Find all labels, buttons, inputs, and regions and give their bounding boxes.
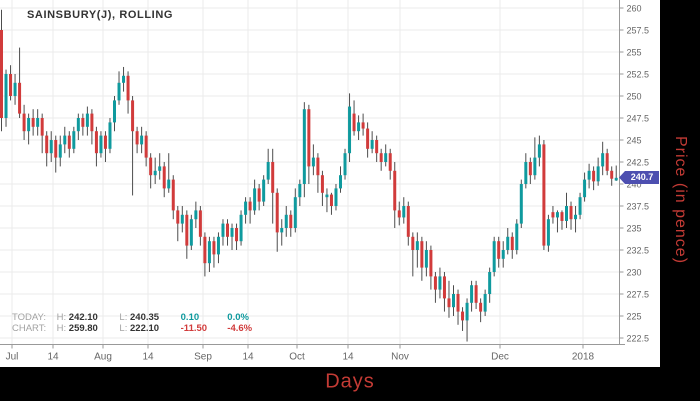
y-tick-label: 227.5	[627, 290, 650, 300]
y-tick-label: 237.5	[627, 202, 650, 212]
today-change-pct: 0.0%	[227, 312, 249, 323]
y-tick-label: 257.5	[627, 26, 650, 36]
y-tick-label: 247.5	[627, 114, 650, 124]
y-tick-label: 242.5	[627, 158, 650, 168]
y-tick-label: 230	[627, 268, 642, 278]
chart-high-value: 259.80	[68, 323, 98, 334]
today-high-key: H:	[56, 312, 67, 323]
chart-canvas: 260 257.5 255 252.5 250 247.5 245 242.5 240 237.5…	[0, 0, 660, 367]
x-axis-title: Days	[325, 370, 375, 393]
chart-high-key: H:	[56, 323, 67, 334]
y-tick-label: 250	[627, 92, 642, 102]
today-low-key: L:	[119, 312, 128, 323]
y-tick-label: 240	[627, 180, 642, 190]
y-tick-label: 255	[627, 48, 642, 58]
x-tick-label: Dec	[491, 352, 509, 363]
x-tick-label: 14	[242, 352, 254, 363]
y-tick-label: 222.5	[627, 334, 650, 344]
x-tick-label: Jul	[6, 352, 19, 363]
candlestick-plot[interactable]: 260 257.5 255 252.5 250 247.5 245 242.5 240 237.5…	[0, 0, 660, 367]
y-tick-label: 225	[627, 312, 642, 322]
chart-change: -11.50	[180, 323, 208, 334]
x-tick-label: Sep	[194, 352, 212, 363]
x-tick-label: 14	[47, 352, 59, 363]
chart-label: CHART:	[12, 323, 47, 334]
y-tick-label: 252.5	[627, 70, 650, 80]
chart-change-pct: -4.6%	[227, 323, 253, 334]
x-tick-label: 14	[142, 352, 154, 363]
y-tick-label: 245	[627, 136, 642, 146]
y-tick-label: 235	[627, 224, 642, 234]
y-tick-label: 260	[627, 4, 642, 14]
chart-title: SAINSBURY(J), ROLLING	[27, 9, 174, 21]
today-change: 0.10	[180, 312, 200, 323]
today-stats-row: TODAY: H: 242.10 L: 240.35 0.10 0.0%	[12, 312, 267, 323]
price-info-panel: TODAY: H: 242.10 L: 240.35 0.10 0.0% CHA…	[12, 312, 267, 334]
chart-low-value: 222.10	[130, 323, 160, 334]
chart-low-key: L:	[119, 323, 128, 334]
x-tick-label: 14	[342, 352, 354, 363]
x-tick-label: Nov	[391, 352, 409, 363]
today-label: TODAY:	[12, 312, 46, 323]
today-low-value: 240.35	[130, 312, 160, 323]
x-tick-label: Oct	[289, 352, 305, 363]
y-tick-label: 232.5	[627, 246, 650, 256]
y-axis-title: Price (in pence)	[672, 135, 689, 265]
x-tick-label: 2018	[572, 352, 595, 363]
x-tick-label: Aug	[94, 352, 112, 363]
last-price-badge: 240.7	[619, 171, 659, 184]
x-axis-title-band: Days	[0, 367, 700, 401]
today-high-value: 242.10	[68, 312, 98, 323]
y-axis-title-band: Price (in pence)	[660, 0, 700, 401]
chart-stats-row: CHART: H: 259.80 L: 222.10 -11.50 -4.6%	[12, 323, 267, 334]
